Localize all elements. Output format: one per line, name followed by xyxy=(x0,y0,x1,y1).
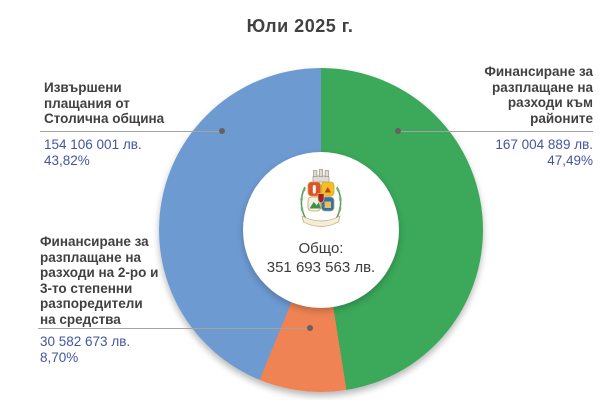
leader-line xyxy=(38,328,310,329)
callout-line: Извършени xyxy=(44,80,122,95)
callout-line: плащания от xyxy=(44,95,130,111)
callout-line: на средства xyxy=(40,311,121,327)
callout-values-financing-secondary-spenders: 30 582 673 лв. 8,70% xyxy=(40,334,130,365)
callout-percent: 43,82% xyxy=(44,152,90,168)
callout-line: Столична община xyxy=(44,111,165,126)
callout-percent: 47,49% xyxy=(547,152,593,168)
callout-label-payments-sofia-municipality: Извършени плащания от Столична община xyxy=(44,80,214,127)
chart-title: Юли 2025 г. xyxy=(246,16,354,36)
callout-values-payments-sofia-municipality: 154 106 001 лв. 43,82% xyxy=(44,137,142,168)
callout-line: Финансиране за xyxy=(484,64,593,79)
total-value: 351 693 563 лв. xyxy=(266,258,376,276)
callout-line: Финансиране за xyxy=(40,234,149,249)
sofia-coat-of-arms-icon xyxy=(300,169,342,227)
callout-value: 167 004 889 лв. xyxy=(495,137,593,152)
callout-line: районите xyxy=(530,110,593,126)
callout-line: разходи към xyxy=(507,95,593,110)
leader-dot xyxy=(395,128,401,134)
callout-value: 30 582 673 лв. xyxy=(40,334,131,349)
callout-values-financing-districts: 167 004 889 лв. 47,49% xyxy=(495,137,593,168)
callout-line: разходи на 2-ро и xyxy=(40,265,159,280)
leader-line xyxy=(398,131,593,132)
leader-line xyxy=(40,131,222,132)
leader-dot xyxy=(219,128,225,134)
callout-line: разпоредители xyxy=(40,296,143,311)
callout-label-financing-secondary-spenders: Финансиране за разплащане на разходи на … xyxy=(40,234,220,327)
callout-line: разплащане на xyxy=(491,79,593,95)
callout-line: разплащане на xyxy=(40,249,142,265)
donut-center-total: Общо: 351 693 563 лв. xyxy=(233,240,409,277)
callout-value: 154 106 001 лв. xyxy=(44,137,142,152)
callout-line: 3-то степенни xyxy=(40,280,133,296)
leader-dot xyxy=(307,325,313,331)
callout-percent: 8,70% xyxy=(40,349,79,365)
callout-label-financing-districts: Финансиране за разплащане на разходи към… xyxy=(413,64,593,126)
total-label: Общо: xyxy=(298,240,344,257)
